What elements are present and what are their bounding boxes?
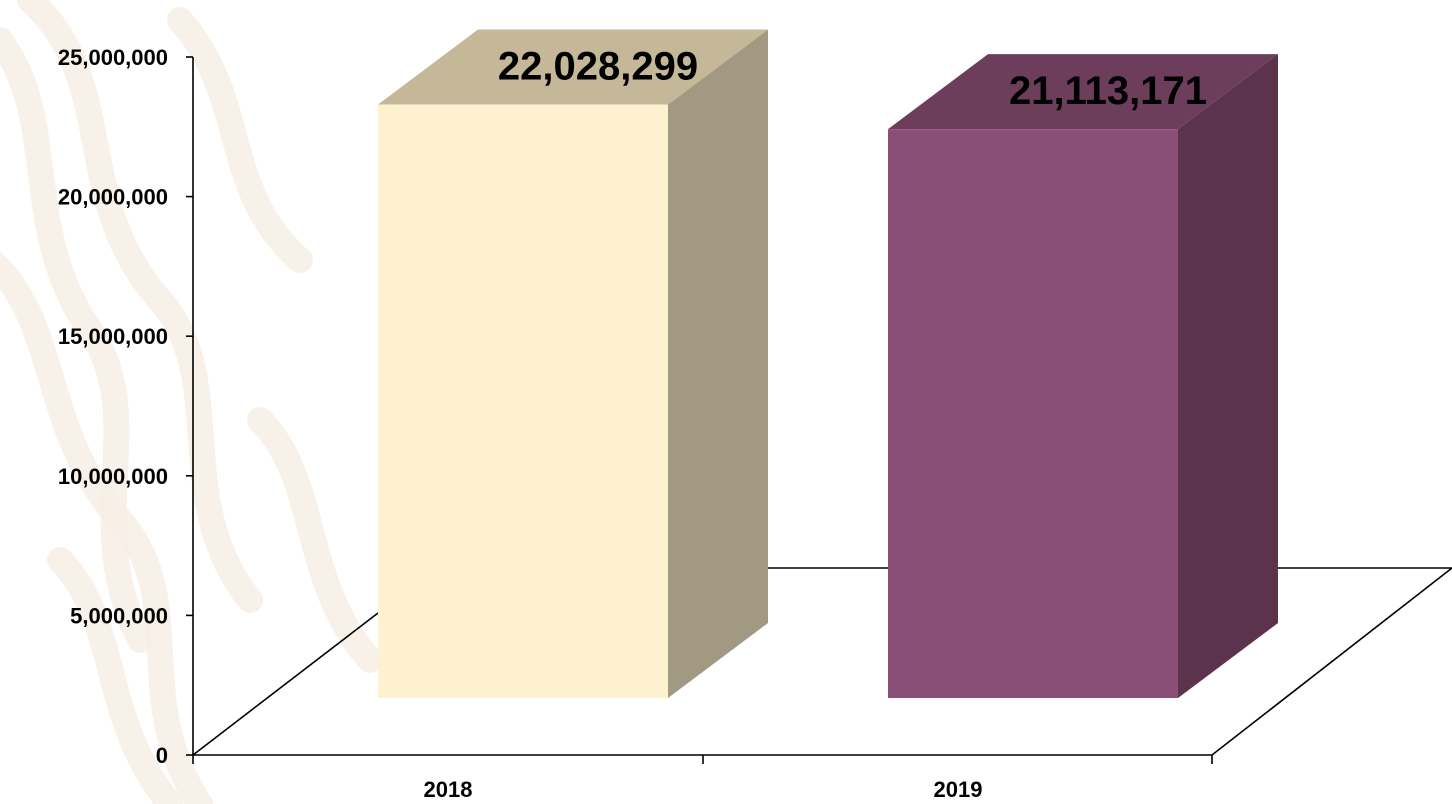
watermark-stroke: [47, 547, 183, 804]
data-label-2019: 21,113,171: [1009, 69, 1207, 113]
bar-front-face: [888, 129, 1178, 699]
labels: 22,028,299 2018 21,113,171 2019: [424, 44, 1207, 802]
y-tick-label: 25,000,000: [58, 45, 168, 70]
watermark-stroke: [247, 407, 383, 673]
bar-top-face: [378, 29, 768, 105]
background-watermark: [0, 0, 383, 804]
y-tick-label: 10,000,000: [58, 464, 168, 489]
y-tick-label: 20,000,000: [58, 185, 168, 210]
watermark-stroke: [0, 27, 153, 653]
y-axis: 0 5,000,000 10,000,000 15,000,000 20,000,000…: [58, 45, 1213, 768]
y-tick-label: 5,000,000: [70, 603, 168, 628]
data-label-2018: 22,028,299: [498, 44, 698, 88]
bar-2018: [378, 29, 768, 698]
watermark-stroke: [0, 251, 213, 804]
bar-side-face: [1178, 54, 1278, 699]
watermark-stroke: [17, 0, 263, 613]
y-tick-label: 0: [156, 743, 168, 768]
x-category-label: 2019: [934, 777, 983, 802]
bar-front-face: [378, 104, 668, 698]
y-tick-label: 15,000,000: [58, 324, 168, 349]
bar-side-face: [668, 29, 768, 698]
watermark-stroke: [167, 7, 313, 273]
x-category-label: 2018: [424, 777, 473, 802]
bar-top-face: [888, 54, 1278, 130]
bar-2019: [888, 54, 1278, 699]
bars: [378, 29, 1278, 699]
